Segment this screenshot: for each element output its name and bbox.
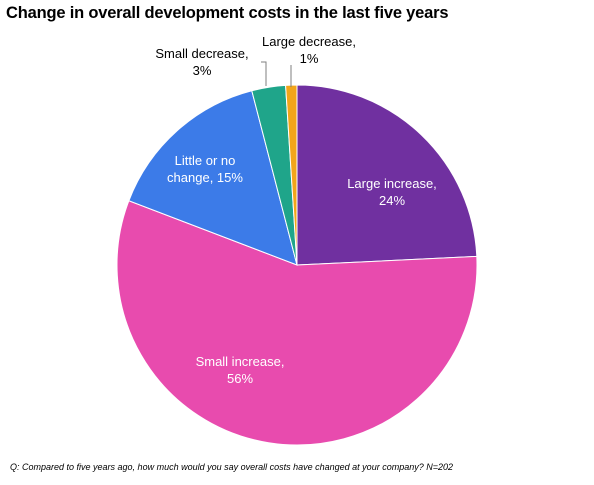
data-label-little-or-no-change: Little or no change, 15% — [167, 153, 243, 185]
chart-title: Change in overall development costs in t… — [6, 4, 449, 22]
pie-slice-small-increase — [116, 200, 478, 446]
pie-slice-little-or-no-change — [128, 90, 298, 266]
pie-slice-large-increase — [296, 84, 478, 266]
data-label-large-decrease: Large decrease, 1% — [262, 34, 356, 66]
chart-footnote: Q: Compared to five years ago, how much … — [10, 462, 453, 472]
leader-line-small-decrease — [261, 61, 267, 86]
data-label-large-increase: Large increase, 24% — [347, 176, 437, 208]
data-label-small-increase: Small increase, 56% — [196, 354, 285, 386]
data-label-small-decrease: Small decrease, 3% — [155, 46, 248, 78]
